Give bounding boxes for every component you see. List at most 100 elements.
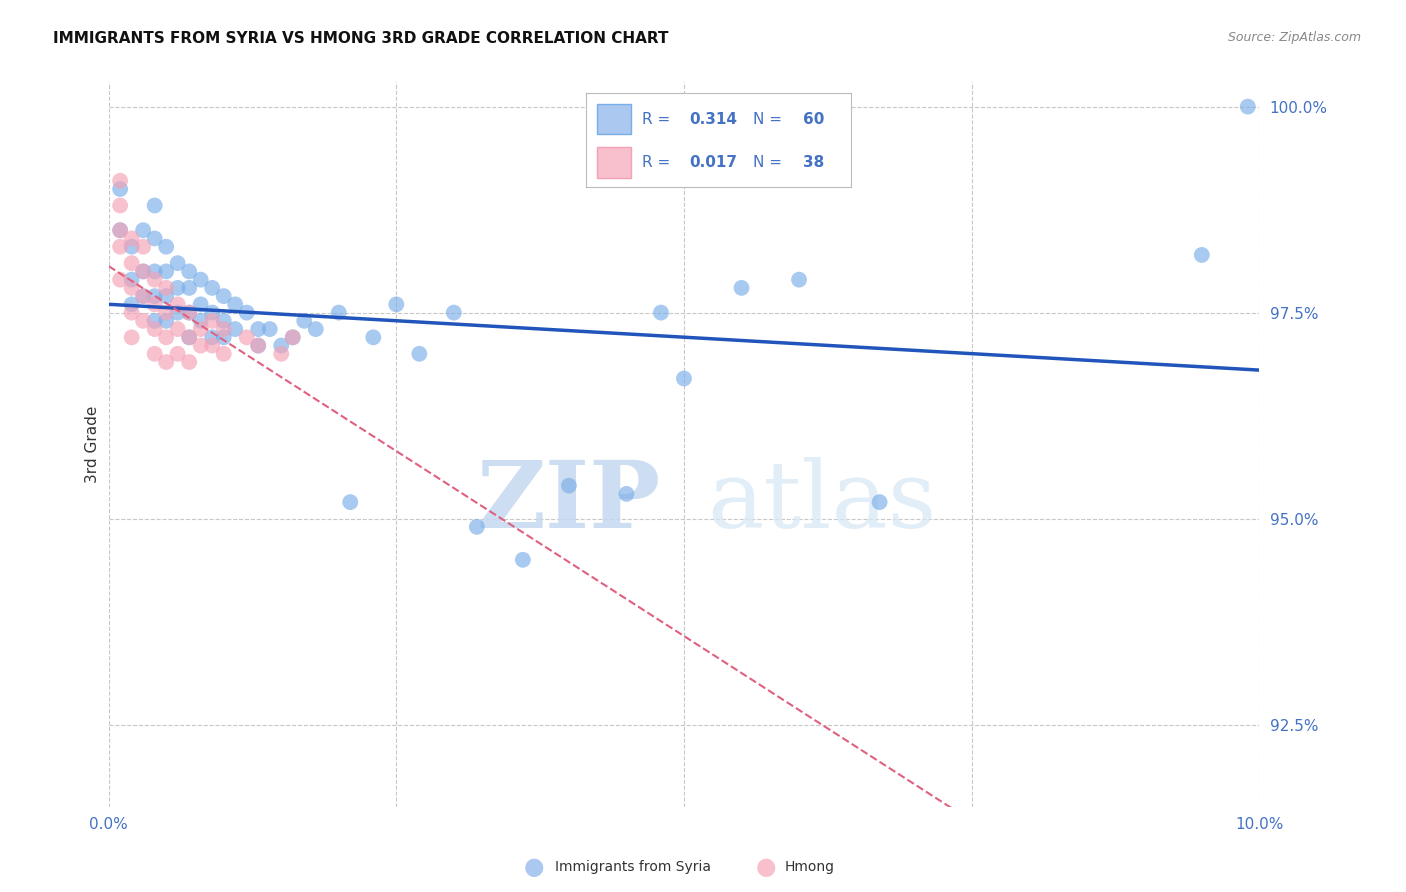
Text: ●: ● [524, 855, 544, 879]
Point [132, 223, 155, 237]
Point [108, 240, 131, 254]
Point [616, 487, 638, 501]
Point [201, 314, 224, 328]
Point [247, 322, 270, 336]
Point [259, 322, 281, 336]
Point [179, 330, 201, 344]
Text: IMMIGRANTS FROM SYRIA VS HMONG 3RD GRADE CORRELATION CHART: IMMIGRANTS FROM SYRIA VS HMONG 3RD GRADE… [53, 31, 669, 46]
Point [179, 355, 201, 369]
Point [328, 305, 350, 319]
Point [1191, 248, 1213, 262]
Text: Immigrants from Syria: Immigrants from Syria [555, 860, 711, 874]
Point [730, 281, 752, 295]
Point [224, 297, 246, 311]
Text: ZIP: ZIP [477, 458, 661, 548]
Y-axis label: 3rd Grade: 3rd Grade [86, 406, 100, 483]
Point [132, 314, 155, 328]
Point [179, 330, 201, 344]
Point [465, 520, 488, 534]
Point [108, 223, 131, 237]
Point [155, 355, 177, 369]
Point [143, 198, 166, 212]
Text: ●: ● [756, 855, 776, 879]
Point [190, 322, 212, 336]
Point [121, 305, 143, 319]
Point [166, 322, 188, 336]
Point [190, 338, 212, 352]
Point [143, 289, 166, 303]
Point [190, 314, 212, 328]
Text: Hmong: Hmong [785, 860, 835, 874]
Point [166, 297, 188, 311]
Point [121, 281, 143, 295]
Point [166, 347, 188, 361]
Point [212, 289, 235, 303]
Point [143, 231, 166, 245]
Point [787, 273, 810, 287]
Point [247, 338, 270, 352]
Point [512, 553, 534, 567]
Point [108, 182, 131, 196]
Point [212, 314, 235, 328]
Point [132, 264, 155, 278]
Point [270, 338, 292, 352]
Point [361, 330, 384, 344]
Point [179, 281, 201, 295]
Point [201, 330, 224, 344]
Point [155, 289, 177, 303]
Point [143, 264, 166, 278]
Point [408, 347, 430, 361]
Point [132, 289, 155, 303]
Point [869, 495, 891, 509]
Point [443, 305, 465, 319]
Point [235, 330, 257, 344]
Point [212, 347, 235, 361]
Point [339, 495, 361, 509]
Point [121, 297, 143, 311]
Point [155, 305, 177, 319]
Text: Source: ZipAtlas.com: Source: ZipAtlas.com [1227, 31, 1361, 45]
Point [235, 305, 257, 319]
Point [672, 371, 695, 385]
Point [143, 314, 166, 328]
Point [155, 264, 177, 278]
Point [650, 305, 672, 319]
Point [212, 322, 235, 336]
Point [1236, 100, 1258, 114]
Point [247, 338, 270, 352]
Point [121, 231, 143, 245]
Point [212, 330, 235, 344]
Point [108, 273, 131, 287]
Point [121, 330, 143, 344]
Point [179, 305, 201, 319]
Point [179, 305, 201, 319]
Point [385, 297, 408, 311]
Point [143, 322, 166, 336]
Point [155, 314, 177, 328]
Point [166, 281, 188, 295]
Point [190, 273, 212, 287]
Point [108, 223, 131, 237]
Point [132, 264, 155, 278]
Point [305, 322, 328, 336]
Point [270, 347, 292, 361]
Point [132, 240, 155, 254]
Point [108, 174, 131, 188]
Point [201, 281, 224, 295]
Point [108, 198, 131, 212]
Text: atlas: atlas [707, 458, 936, 548]
Point [201, 338, 224, 352]
Point [190, 297, 212, 311]
Point [558, 478, 581, 492]
Point [121, 256, 143, 270]
Point [143, 273, 166, 287]
Point [166, 305, 188, 319]
Point [143, 297, 166, 311]
Point [143, 347, 166, 361]
Point [166, 256, 188, 270]
Point [132, 289, 155, 303]
Point [224, 322, 246, 336]
Point [281, 330, 304, 344]
Point [201, 305, 224, 319]
Point [179, 264, 201, 278]
